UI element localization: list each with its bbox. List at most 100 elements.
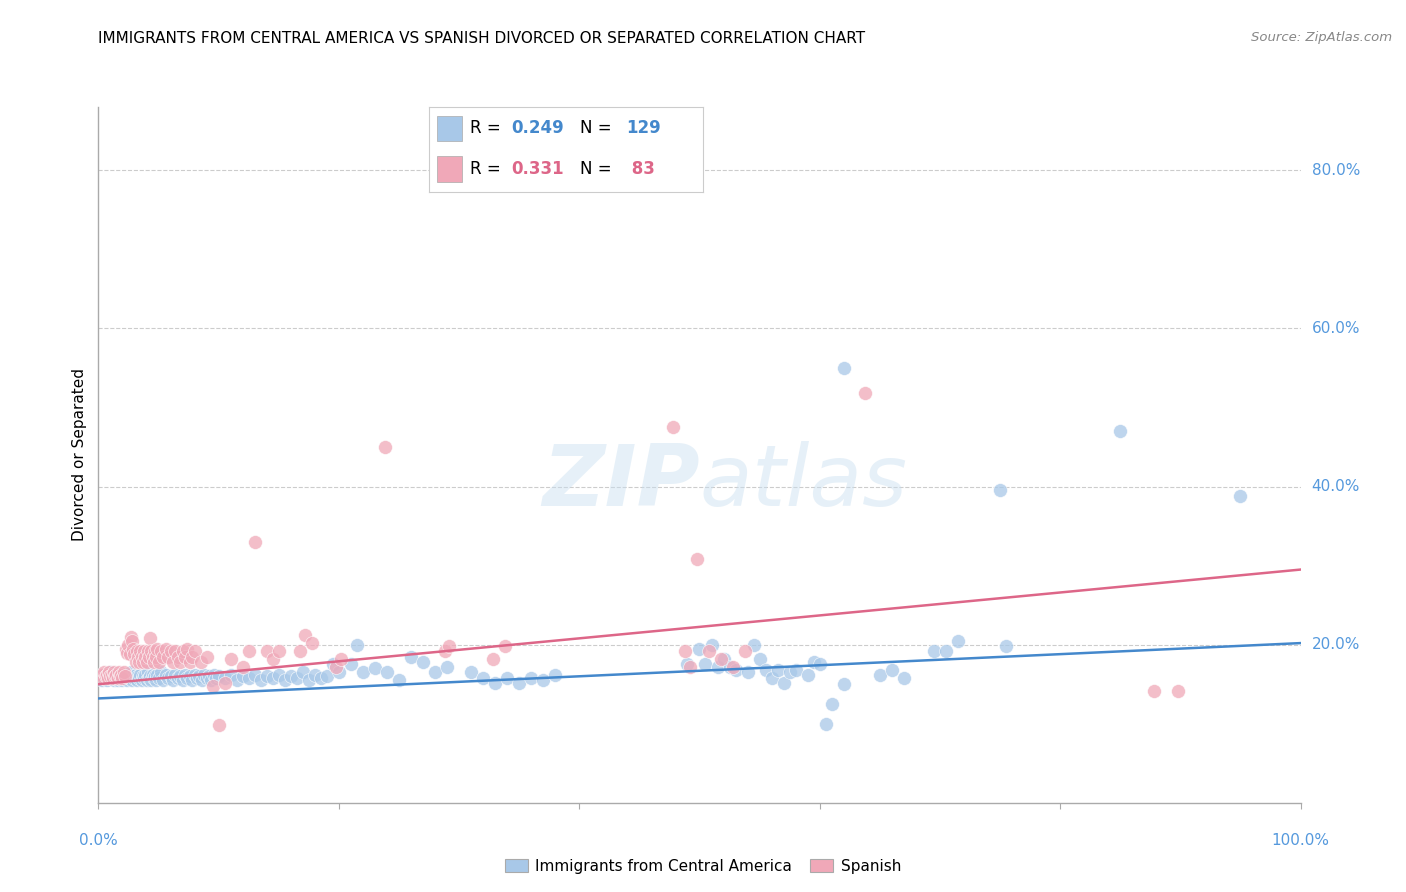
Point bbox=[496, 671, 519, 685]
Point bbox=[136, 665, 159, 680]
Point bbox=[100, 665, 122, 680]
Point bbox=[101, 671, 124, 685]
Point bbox=[686, 552, 709, 566]
Point bbox=[179, 669, 201, 683]
Text: 100.0%: 100.0% bbox=[1271, 833, 1330, 848]
Point bbox=[101, 667, 124, 681]
Point bbox=[107, 671, 129, 685]
Point bbox=[118, 671, 141, 685]
Point bbox=[214, 671, 236, 685]
Point bbox=[225, 673, 247, 688]
Point bbox=[98, 671, 121, 685]
Point bbox=[243, 534, 266, 549]
Point bbox=[141, 667, 163, 681]
Point bbox=[325, 660, 347, 674]
Text: 0.331: 0.331 bbox=[512, 160, 564, 178]
Text: 0.0%: 0.0% bbox=[79, 833, 118, 848]
Point bbox=[112, 665, 135, 680]
Point bbox=[169, 669, 191, 683]
Point bbox=[352, 665, 374, 680]
Text: Source: ZipAtlas.com: Source: ZipAtlas.com bbox=[1251, 31, 1392, 45]
Point bbox=[772, 675, 794, 690]
Point bbox=[91, 671, 114, 685]
Point bbox=[304, 667, 326, 681]
Point bbox=[821, 697, 844, 711]
Point bbox=[291, 665, 314, 680]
Text: 83: 83 bbox=[626, 160, 655, 178]
Point bbox=[149, 665, 172, 680]
Point bbox=[114, 669, 136, 683]
Point bbox=[155, 667, 177, 681]
Point bbox=[718, 660, 741, 674]
Point bbox=[183, 667, 205, 681]
Point bbox=[141, 649, 163, 664]
Point bbox=[128, 655, 150, 669]
Point bbox=[803, 655, 825, 669]
Point bbox=[148, 655, 170, 669]
Point bbox=[108, 667, 131, 681]
Point bbox=[190, 655, 212, 669]
Point bbox=[91, 667, 114, 681]
Point bbox=[93, 671, 115, 685]
Point bbox=[124, 647, 146, 661]
Point bbox=[149, 644, 172, 658]
Point bbox=[104, 669, 127, 683]
Point bbox=[152, 673, 174, 688]
Point bbox=[262, 652, 284, 666]
Point bbox=[785, 663, 807, 677]
Point bbox=[91, 669, 114, 683]
Point bbox=[91, 673, 114, 688]
Point bbox=[484, 675, 506, 690]
Point bbox=[162, 655, 184, 669]
Point bbox=[117, 638, 139, 652]
Point bbox=[399, 649, 422, 664]
Point bbox=[165, 667, 187, 681]
Point bbox=[1167, 683, 1189, 698]
Point bbox=[142, 671, 165, 685]
Point bbox=[298, 673, 321, 688]
Point bbox=[131, 649, 153, 664]
Point bbox=[179, 655, 201, 669]
Point bbox=[373, 440, 395, 454]
Point bbox=[706, 660, 728, 674]
Point bbox=[238, 671, 260, 685]
Point bbox=[922, 644, 945, 658]
Point bbox=[1143, 683, 1166, 698]
Point bbox=[129, 644, 152, 658]
Point bbox=[105, 667, 128, 681]
Point bbox=[148, 671, 170, 685]
Point bbox=[201, 679, 224, 693]
Point bbox=[267, 644, 290, 658]
Point bbox=[100, 669, 122, 683]
Point bbox=[139, 632, 162, 646]
Point bbox=[346, 638, 368, 652]
Point bbox=[132, 655, 155, 669]
Point bbox=[108, 669, 131, 683]
Point bbox=[202, 667, 225, 681]
Point bbox=[125, 655, 148, 669]
Point bbox=[96, 673, 118, 688]
Point bbox=[935, 644, 957, 658]
Point bbox=[832, 677, 855, 691]
Point bbox=[125, 667, 148, 681]
Point bbox=[274, 673, 297, 688]
Point bbox=[97, 669, 120, 683]
Point bbox=[129, 667, 152, 681]
Point bbox=[165, 644, 187, 658]
Point bbox=[290, 644, 312, 658]
Point bbox=[94, 669, 117, 683]
Point bbox=[124, 671, 146, 685]
Point bbox=[125, 644, 148, 658]
Point bbox=[134, 667, 156, 681]
Point bbox=[267, 667, 290, 681]
Point bbox=[755, 663, 778, 677]
Point bbox=[104, 669, 127, 683]
Point bbox=[132, 669, 155, 683]
Point bbox=[249, 673, 271, 688]
Point bbox=[761, 671, 783, 685]
Legend: Immigrants from Central America, Spanish: Immigrants from Central America, Spanish bbox=[499, 853, 907, 880]
Point bbox=[193, 667, 215, 681]
Text: 80.0%: 80.0% bbox=[1312, 163, 1360, 178]
Point bbox=[988, 483, 1011, 498]
Point bbox=[796, 667, 818, 681]
